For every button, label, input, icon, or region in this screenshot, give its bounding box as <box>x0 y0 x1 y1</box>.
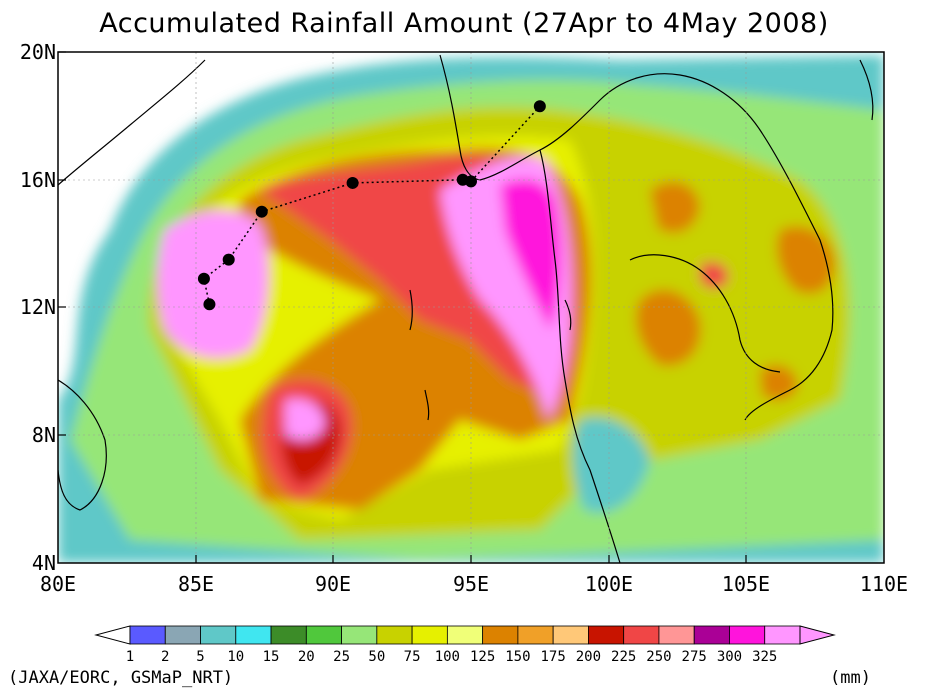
colorbar-tick-label: 300 <box>716 649 743 665</box>
colorbar-swatch <box>764 625 801 645</box>
storm-track-point <box>222 253 235 266</box>
colorbar-swatch <box>376 625 413 645</box>
colorbar-tick-label: 250 <box>646 649 672 665</box>
colorbar-tick-label: 275 <box>681 649 707 665</box>
graticule <box>58 52 884 563</box>
lon-tick-label: 100E <box>584 572 634 596</box>
colorbar-tick-label: 100 <box>434 649 460 665</box>
colorbar-tick-label: 50 <box>368 649 386 665</box>
colorbar-tick-label: 15 <box>262 649 280 665</box>
colorbar-tick-label: 325 <box>752 649 778 665</box>
map-title: Accumulated Rainfall Amount (27Apr to 4M… <box>99 8 829 39</box>
colorbar-tick-label: 10 <box>227 649 245 665</box>
lat-tick-label: 12N <box>19 295 56 319</box>
colorbar-swatch <box>270 625 307 645</box>
lat-tick-label: 20N <box>19 40 56 64</box>
colorbar-swatch <box>693 625 730 645</box>
lon-tick-label: 85E <box>177 572 215 596</box>
lon-tick-label: 80E <box>39 572 77 596</box>
colorbar <box>94 625 836 645</box>
colorbar-tick-label: 2 <box>161 649 170 665</box>
axis-ticks <box>58 51 747 563</box>
colorbar-swatch <box>164 625 201 645</box>
colorbar-tick-label: 5 <box>196 649 205 665</box>
colorbar-swatch <box>588 625 625 645</box>
colorbar-swatch <box>446 625 484 645</box>
colorbar-tick-label: 1 <box>125 649 135 665</box>
lon-tick-label: 110E <box>859 572 909 596</box>
colorbar-swatch <box>623 625 660 645</box>
colorbar-swatch <box>129 625 166 645</box>
colorbar-tick-label: 75 <box>403 649 421 665</box>
colorbar-swatch <box>729 625 766 645</box>
colorbar-swatch <box>411 625 448 645</box>
lon-tick-label: 95E <box>452 572 490 596</box>
colorbar-tick-label: 150 <box>505 649 531 665</box>
colorbar-swatch <box>482 625 519 645</box>
colorbar-tick-label: 20 <box>297 649 315 665</box>
colorbar-swatch <box>235 625 272 645</box>
colorbar-swatch <box>658 625 695 645</box>
colorbar-swatch <box>200 625 237 645</box>
colorbar-tick-label: 25 <box>333 649 350 665</box>
colorbar-min-arrow <box>94 625 131 645</box>
units-label: (mm) <box>830 668 871 688</box>
lat-tick-label: 4N <box>31 551 56 575</box>
colorbar-swatch <box>552 625 589 645</box>
colorbar-tick-label: 200 <box>575 649 602 665</box>
storm-track-point <box>533 100 546 113</box>
colorbar-max-arrow <box>799 625 836 645</box>
colorbar-tick-label: 225 <box>611 649 637 665</box>
colorbar-tick-label: 175 <box>540 649 566 665</box>
colorbar-tick-label: 125 <box>469 649 496 665</box>
storm-track-points <box>197 100 546 311</box>
storm-track-point <box>197 272 210 285</box>
lon-tick-label: 90E <box>314 572 352 596</box>
storm-track-point <box>465 175 477 188</box>
lat-tick-label: 8N <box>31 423 56 447</box>
storm-track-point <box>346 176 359 189</box>
colorbar-swatch <box>517 625 554 645</box>
lat-tick-label: 16N <box>19 168 56 192</box>
data-source-credit: (JAXA/EORC, GSMaP_NRT) <box>8 668 234 688</box>
storm-track-point <box>203 298 216 311</box>
lon-tick-label: 105E <box>721 572 771 596</box>
storm-track-point <box>255 205 268 218</box>
coastlines <box>58 54 874 563</box>
colorbar-swatch <box>305 625 342 645</box>
colorbar-swatch <box>341 625 378 645</box>
